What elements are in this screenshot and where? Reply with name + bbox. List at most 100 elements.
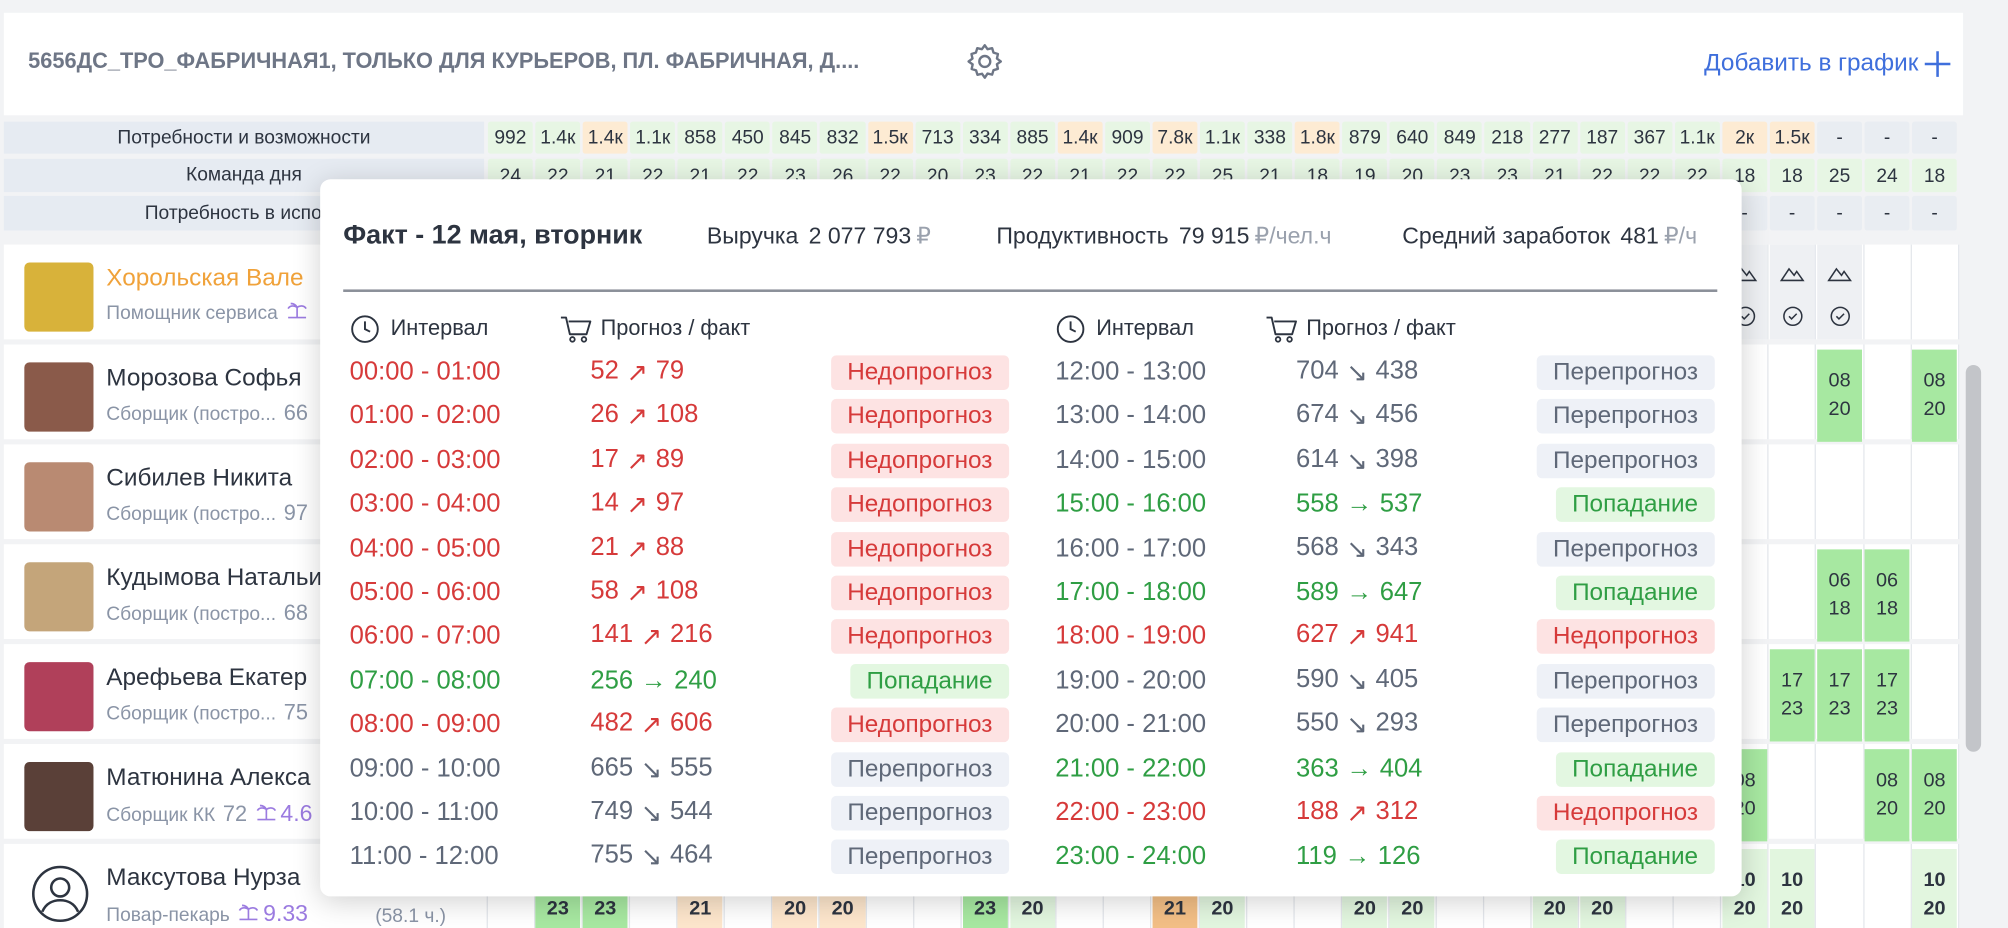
summary-cell: 277 <box>1532 121 1578 154</box>
interval: 04:00 - 05:00 <box>349 534 501 563</box>
employee-meta: Повар-пекарь 9.33 <box>106 900 308 927</box>
grid-line <box>1815 244 1817 340</box>
summary-cell: 25 <box>1817 158 1863 193</box>
status-badge: Недопрогноз <box>830 355 1010 390</box>
forecast: 589 <box>1295 578 1339 607</box>
fact: 79 <box>655 356 685 385</box>
grid-line <box>1767 843 1770 928</box>
fact: 405 <box>1375 665 1419 694</box>
forecast: 590 <box>1295 665 1339 694</box>
fact: 438 <box>1375 356 1419 385</box>
shift-end: 20 <box>1353 897 1376 920</box>
arrow: ↘ <box>1346 403 1368 432</box>
grid-line <box>1910 843 1912 928</box>
interval: 05:00 - 06:00 <box>349 578 501 607</box>
scrollbar-thumb[interactable] <box>1965 364 1982 752</box>
employee-role: Сборщик (постро... <box>106 603 277 625</box>
summary-cell: - <box>1864 121 1910 154</box>
status-badge: Перепрогноз <box>1536 355 1715 390</box>
forecast: 614 <box>1295 444 1339 473</box>
shift-cell: 06 18 <box>1817 549 1863 642</box>
fact: 544 <box>669 797 713 826</box>
add-to-schedule[interactable]: Добавить в график <box>1704 49 1919 77</box>
interval-header: Интервал <box>350 314 488 345</box>
summary-cell: 992 <box>487 121 533 154</box>
forecast-fact: 704 ↘ 438 <box>1296 357 1418 389</box>
grid-line <box>1910 744 1912 839</box>
shift-end: 20 <box>1021 897 1044 920</box>
forecast: 363 <box>1295 754 1339 783</box>
shift-cell: 17 23 <box>1769 649 1815 742</box>
status-badge: Перепрогноз <box>1536 531 1715 567</box>
employee-role: Сборщик (постро... <box>106 703 277 725</box>
shift-end: 20 <box>1543 897 1566 920</box>
metric-unit: ₽/ч <box>1663 222 1698 249</box>
shift-start: 10 <box>1923 869 1946 892</box>
employee-meta: Помощник сервиса <box>106 301 308 324</box>
summary-cell: 18 <box>1912 158 1957 193</box>
forecast-fact: 26 ↗ 108 <box>590 401 698 433</box>
forecast-fact: 590 ↘ 405 <box>1296 665 1418 697</box>
forecast-fact: 482 ↗ 606 <box>590 709 712 741</box>
shift-end: 23 <box>1781 697 1804 720</box>
forecast: 704 <box>1295 356 1339 385</box>
interval: 22:00 - 23:00 <box>1055 798 1207 827</box>
forecast: 17 <box>590 444 619 473</box>
forecast-fact: 627 ↗ 941 <box>1296 621 1418 653</box>
arrow: → <box>640 666 667 695</box>
arrow: → <box>1344 842 1371 871</box>
forecast: 558 <box>1295 490 1339 519</box>
shift-cell: 17 23 <box>1864 649 1910 742</box>
shift-cell: 06 18 <box>1864 549 1910 642</box>
row-label: Потребности и возможности <box>117 126 371 149</box>
shift-end: 23 <box>594 897 617 920</box>
arrow: → <box>1346 578 1373 607</box>
status-badge: Перепрогноз <box>1536 663 1715 699</box>
summary-cell: 2к <box>1722 121 1768 154</box>
status-badge: Попадание <box>1555 839 1715 875</box>
forecast: 674 <box>1295 400 1339 429</box>
employee-role: Помощник сервиса <box>106 302 278 324</box>
shift-start: 17 <box>1828 669 1851 692</box>
shift-end: 20 <box>1923 797 1946 820</box>
summary-cell: - <box>1769 195 1815 231</box>
shift-end: 21 <box>1163 897 1187 920</box>
arrow: ↘ <box>1346 359 1368 388</box>
status-badge: Перепрогноз <box>830 795 1010 831</box>
summary-cell: 640 <box>1389 121 1435 154</box>
header-text: Интервал <box>1096 315 1194 340</box>
interval: 18:00 - 19:00 <box>1055 622 1207 651</box>
shift-start: 08 <box>1923 769 1946 792</box>
grid-line <box>1862 744 1864 839</box>
fact: 555 <box>669 753 713 782</box>
add-icon[interactable] <box>1923 50 1951 78</box>
employee-rate: 97 <box>283 500 308 526</box>
employee-rate: 66 <box>283 400 308 426</box>
grid-line <box>1910 244 1912 340</box>
shift-end: 23 <box>1828 697 1851 720</box>
forecast-fact: 589 → 647 <box>1296 578 1422 607</box>
summary-cell: 879 <box>1342 121 1388 154</box>
forecast: 627 <box>1295 620 1339 650</box>
arrow: ↗ <box>626 579 649 608</box>
shift-end: 20 <box>1828 398 1851 421</box>
shift-start: 10 <box>1781 869 1804 892</box>
shift-end: 20 <box>1923 398 1946 421</box>
settings-icon[interactable] <box>964 41 1005 82</box>
forecast-fact: 550 ↘ 293 <box>1296 709 1418 741</box>
interval: 21:00 - 22:00 <box>1055 754 1207 783</box>
interval: 10:00 - 11:00 <box>349 798 499 827</box>
forecast: 256 <box>590 666 634 695</box>
employee-rate: 75 <box>283 700 308 725</box>
fact: 647 <box>1379 578 1423 607</box>
summary-cell: 450 <box>725 121 771 154</box>
metric: Выручка 2 077 793 ₽ <box>707 223 931 250</box>
forecast-fact: 58 ↗ 108 <box>590 577 698 609</box>
forecast-fact: 188 ↗ 312 <box>1296 797 1418 829</box>
employee-role: Сборщик (постро... <box>106 403 277 426</box>
summary-cell: 338 <box>1247 121 1293 154</box>
shift-end: 20 <box>1781 897 1804 920</box>
